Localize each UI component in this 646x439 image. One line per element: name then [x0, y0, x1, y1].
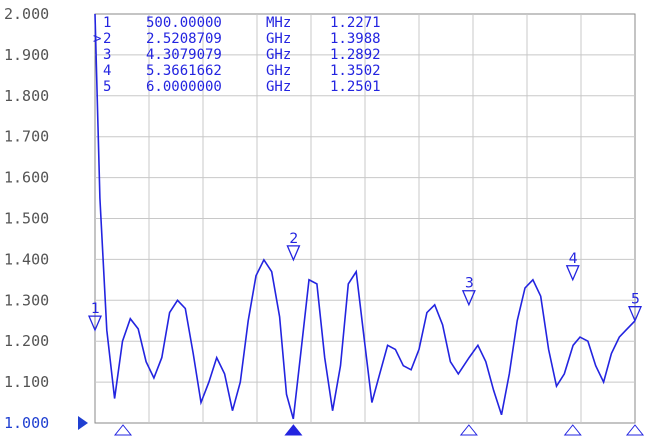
marker-row-value: 1.2501 [330, 79, 381, 95]
marker-number-label: 1 [91, 301, 100, 317]
marker-row-id: 4 [103, 63, 111, 79]
marker-number-label: 3 [465, 276, 474, 292]
y-tick-label: 1.700 [4, 128, 49, 146]
marker-triangle [461, 290, 476, 307]
marker-row-value: 1.2892 [330, 47, 381, 63]
marker-row-id: 5 [103, 79, 111, 95]
marker-row-unit: GHz [266, 31, 291, 47]
bottom-marker-triangle [284, 424, 303, 436]
marker-glyphs: 1 2 3 4 5 [88, 231, 642, 332]
y-tick-label: 1.100 [4, 373, 49, 391]
y-tick-label: 1.400 [4, 250, 49, 268]
marker-row-value: 1.3502 [330, 63, 381, 79]
y-tick-label: 1.900 [4, 46, 49, 64]
y-tick-label: 1.000 [4, 414, 49, 432]
bottom-marker-triangle [459, 424, 478, 436]
trace-line [94, 13, 636, 420]
y-tick-label: 1.800 [4, 87, 49, 105]
y-tick-label: 1.600 [4, 169, 49, 187]
y-tick-label: 1.200 [4, 332, 49, 350]
marker-number-label: 4 [569, 251, 578, 267]
y-tick-label: 2.000 [4, 5, 49, 23]
marker-row-unit: GHz [266, 79, 291, 95]
reference-level-arrow [78, 416, 88, 430]
y-tick-label: 1.300 [4, 291, 49, 309]
marker-row-prefix: > [93, 31, 101, 47]
bottom-marker-triangle [625, 424, 645, 436]
marker-number-label: 2 [289, 231, 298, 247]
marker-row-frequency: 500.00000 [146, 15, 222, 31]
marker-row-value: 1.2271 [330, 15, 381, 31]
y-axis-labels: 2.000 1.900 1.800 1.700 1.600 1.500 1.400 1.300… [4, 5, 49, 432]
marker-readout-table: 1 500.00000 MHz 1.2271 > 2 2.5208709 GHz 1.3988 3… [93, 15, 381, 95]
grid [95, 14, 635, 423]
marker-row-value: 1.3988 [330, 31, 381, 47]
marker-row-id: 3 [103, 47, 111, 63]
marker-triangle [565, 265, 580, 282]
marker-row-frequency: 5.3661662 [146, 63, 222, 79]
marker-row-frequency: 2.5208709 [146, 31, 222, 47]
marker-row-unit: MHz [266, 15, 291, 31]
y-tick-label: 1.500 [4, 210, 49, 228]
marker-row-id: 1 [103, 15, 111, 31]
bottom-marker-indicators [113, 424, 645, 436]
marker-row-frequency: 6.0000000 [146, 79, 222, 95]
marker-row-id: 2 [103, 31, 111, 47]
marker-row-unit: GHz [266, 47, 291, 63]
marker-row-unit: GHz [266, 63, 291, 79]
marker-triangle [628, 306, 642, 323]
bottom-marker-triangle [563, 424, 582, 436]
marker-triangle [286, 245, 301, 262]
marker-number-label: 5 [631, 292, 640, 308]
marker-triangle [88, 315, 102, 332]
bottom-marker-triangle [113, 424, 133, 436]
marker-row-frequency: 4.3079079 [146, 47, 222, 63]
